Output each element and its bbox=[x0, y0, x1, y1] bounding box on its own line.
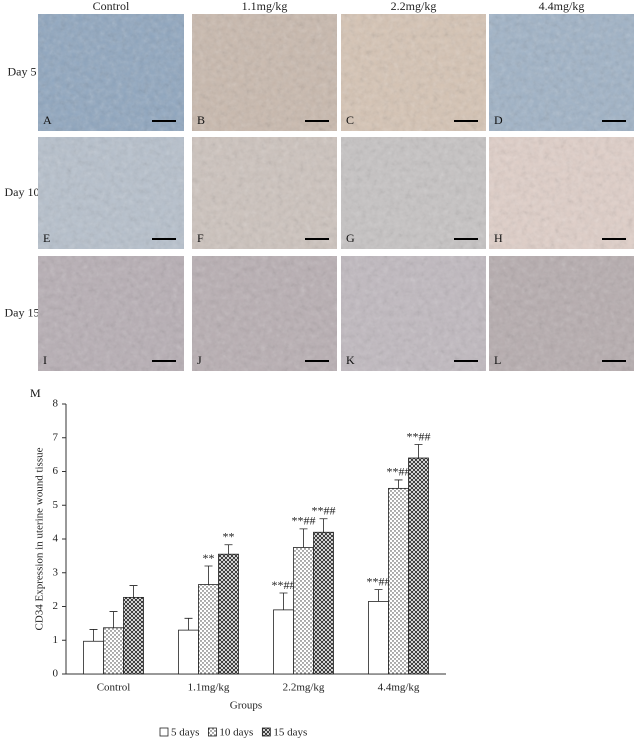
bar bbox=[273, 609, 294, 675]
bar bbox=[388, 487, 409, 675]
row-label: Day 5 bbox=[8, 64, 37, 78]
bar bbox=[83, 640, 104, 675]
bar bbox=[368, 601, 389, 675]
panel-letter: D bbox=[494, 113, 503, 127]
error-bar bbox=[279, 592, 288, 610]
micrograph-texture bbox=[38, 137, 184, 249]
significance-label: **## bbox=[387, 465, 411, 479]
x-tick-label: 4.4mg/kg bbox=[378, 682, 420, 694]
significance-label: ** bbox=[223, 529, 235, 543]
panel-letter: J bbox=[197, 353, 202, 367]
panel-letter: E bbox=[43, 231, 50, 245]
y-tick-label: 4 bbox=[53, 533, 59, 545]
legend-label: 10 days bbox=[219, 727, 253, 739]
error-bar bbox=[109, 611, 118, 628]
micrograph-texture bbox=[192, 256, 337, 371]
error-bar bbox=[204, 565, 213, 585]
panel-letter: A bbox=[43, 113, 52, 127]
panel-letter: H bbox=[494, 231, 503, 245]
significance-label: **## bbox=[292, 514, 316, 528]
bar bbox=[178, 629, 199, 675]
bar bbox=[198, 584, 219, 675]
x-tick-label: 2.2mg/kg bbox=[283, 682, 325, 694]
row-label: Day 10 bbox=[5, 185, 40, 199]
y-tick-label: 6 bbox=[53, 465, 59, 477]
error-bar bbox=[299, 528, 308, 548]
legend-swatch bbox=[159, 727, 169, 737]
y-tick-label: 7 bbox=[53, 431, 59, 443]
x-tick-label: Control bbox=[97, 682, 131, 694]
row-label: Day 15 bbox=[5, 305, 40, 319]
significance-label: **## bbox=[367, 574, 391, 588]
x-axis-label: Groups bbox=[230, 700, 262, 712]
column-header: 2.2mg/kg bbox=[391, 0, 437, 13]
panel-letter: K bbox=[346, 353, 355, 367]
bar bbox=[218, 553, 239, 675]
micrograph-texture bbox=[192, 14, 337, 131]
y-tick-label: 8 bbox=[53, 398, 59, 410]
legend-label: 5 days bbox=[171, 727, 199, 739]
x-tick-label: 1.1mg/kg bbox=[188, 682, 230, 694]
panel-letter: G bbox=[346, 231, 355, 245]
y-tick-label: 1 bbox=[53, 634, 59, 646]
error-bar bbox=[374, 589, 383, 602]
error-bar bbox=[319, 518, 328, 533]
micrograph-texture bbox=[341, 256, 486, 371]
panel-letter: M bbox=[30, 386, 41, 400]
micrograph-texture bbox=[489, 256, 634, 371]
panel-letter: F bbox=[197, 231, 204, 245]
error-bar bbox=[394, 479, 403, 489]
micrograph-texture bbox=[192, 137, 337, 249]
error-bar bbox=[129, 585, 138, 598]
legend-swatch bbox=[261, 727, 271, 737]
micrograph-texture bbox=[38, 14, 184, 131]
column-header: Control bbox=[93, 0, 130, 13]
y-tick-label: 5 bbox=[53, 499, 59, 511]
micrograph-texture bbox=[341, 14, 486, 131]
significance-label: **## bbox=[312, 504, 336, 518]
significance-label: ** bbox=[203, 551, 215, 565]
micrograph-texture bbox=[38, 256, 184, 371]
panel-letter: B bbox=[197, 113, 205, 127]
bar bbox=[313, 531, 334, 675]
micrograph-texture bbox=[489, 137, 634, 249]
error-bar bbox=[414, 444, 423, 458]
y-tick-label: 3 bbox=[53, 566, 59, 578]
micrograph-texture bbox=[341, 137, 486, 249]
bar bbox=[408, 457, 429, 675]
panel-letter: L bbox=[494, 353, 501, 367]
significance-label: **## bbox=[407, 429, 431, 443]
legend-swatch bbox=[208, 727, 217, 737]
micrograph-texture bbox=[489, 14, 634, 131]
y-axis-label: CD34 Expression in uterine wound tissue bbox=[34, 447, 46, 630]
y-tick-label: 2 bbox=[53, 600, 59, 612]
bar bbox=[123, 596, 144, 675]
legend-label: 15 days bbox=[273, 727, 307, 739]
significance-label: **## bbox=[272, 578, 296, 592]
bar bbox=[293, 547, 314, 675]
panel-letter: I bbox=[43, 353, 47, 367]
panel-letter: C bbox=[346, 113, 354, 127]
column-header: 1.1mg/kg bbox=[242, 0, 288, 13]
error-bar bbox=[224, 544, 233, 555]
bar bbox=[103, 627, 124, 675]
y-tick-label: 0 bbox=[53, 668, 59, 680]
error-bar bbox=[184, 617, 193, 631]
column-header: 4.4mg/kg bbox=[539, 0, 585, 13]
error-bar bbox=[89, 629, 98, 642]
